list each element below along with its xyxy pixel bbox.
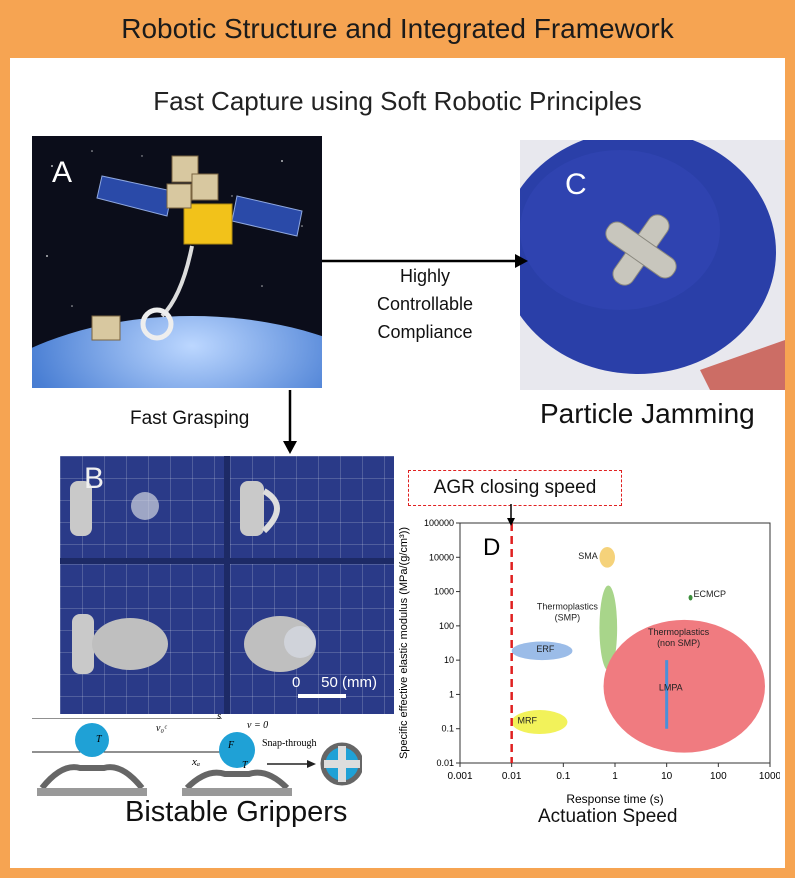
compliance-line-1: Highly	[399, 266, 451, 286]
figure-title: Robotic Structure and Integrated Framewo…	[121, 13, 674, 44]
scale-bar	[298, 694, 346, 698]
fast-grasping-label: Fast Grasping	[130, 408, 250, 429]
panel-b-label: B	[84, 462, 105, 495]
panel-c-caption: Particle Jamming	[540, 398, 755, 429]
figure-panel: Fast Capture using Soft Robotic Principl…	[10, 58, 785, 868]
x-tick-label: 1	[612, 771, 618, 782]
arrow-a-to-b-head	[283, 441, 297, 454]
x-tick-label: 10	[661, 771, 673, 782]
compliance-line-2: Controllable	[376, 294, 474, 314]
compliance-label: Highly Controllable Compliance	[350, 262, 500, 346]
x-tick-label: 0.01	[502, 771, 522, 782]
y-tick-label: 0.01	[436, 758, 454, 768]
grasp-frame-2	[230, 456, 394, 558]
y-axis-label: Specific effective elastic modulus (MPa/…	[398, 527, 410, 759]
x-tick-label: 0.1	[556, 771, 570, 782]
y-tick-label: 1000	[434, 587, 454, 597]
region-mrf	[511, 710, 568, 735]
region-label: Thermoplastics	[648, 627, 710, 637]
agr-closing-speed-label: AGR closing speed	[408, 470, 622, 506]
region-lmpa	[603, 619, 765, 753]
x-axis-label: Response time (s)	[566, 792, 663, 806]
grasp-frame-4	[230, 564, 394, 714]
y-tick-label: 10000	[429, 552, 454, 562]
label-s: s	[217, 710, 222, 722]
label-snap-through: Snap-through	[262, 738, 317, 749]
label-T-2: T	[242, 760, 248, 771]
y-tick-label: 0.1	[441, 724, 454, 734]
region-label: MRF	[517, 716, 537, 726]
region-label: Thermoplastics	[537, 601, 599, 611]
satellite-illustration	[32, 150, 322, 388]
panel-d-label: D	[483, 534, 500, 561]
y-tick-label: 100	[439, 621, 454, 631]
x-axis-ticks: 0.001 0.01 0.1 1 10 100 1000	[447, 763, 780, 782]
panel-c-jamming-image: C	[520, 140, 785, 390]
region-label: SMA	[578, 551, 598, 561]
region-erf	[511, 641, 573, 661]
panel-c-label: C	[565, 168, 587, 201]
region-thermoplastics-smp	[599, 585, 618, 671]
region-label: ERF	[536, 644, 555, 654]
compliance-line-3: Compliance	[377, 322, 473, 342]
label-T-1: T	[96, 734, 102, 745]
grasp-frame-1	[60, 456, 224, 558]
region-sma	[599, 546, 615, 568]
y-tick-label: 100000	[424, 518, 454, 528]
x-tick-label: 0.001	[447, 771, 472, 782]
bistable-caption: Bistable Grippers	[125, 796, 348, 828]
chart-regions: SMAThermoplastics(SMP)ERFMRFLMPAECMCPThe…	[511, 546, 765, 753]
label-v0: v₀ᶜ	[156, 723, 167, 734]
label-v-eq: v = 0	[247, 720, 269, 731]
bistable-gripper-schematic: s v₀ᶜ xₐ v = 0 F T T Snap-through	[22, 710, 364, 808]
panel-d-chart: SMAThermoplastics(SMP)ERFMRFLMPAECMCPThe…	[398, 518, 780, 806]
region-label: (non SMP)	[657, 638, 700, 648]
panel-a-satellite-image: A	[32, 136, 322, 388]
y-axis-ticks: 0.01 0.1 1 10 100 1000 10000 100000	[424, 518, 460, 768]
subtitle: Fast Capture using Soft Robotic Principl…	[153, 86, 642, 116]
region-label: LMPA	[659, 683, 683, 693]
region-label: (SMP)	[555, 612, 581, 622]
label-F: F	[228, 740, 235, 751]
label-xa: xₐ	[192, 756, 201, 768]
region-ecmcp	[688, 594, 693, 601]
bistable-diagram	[32, 717, 364, 796]
x-tick-label: 100	[710, 771, 727, 782]
scale-bar-label: 0 50 (mm)	[292, 674, 378, 691]
jamming-gripper-illustration	[520, 140, 785, 390]
panel-b-grasping-photos: B 0 50 (mm)	[60, 456, 394, 714]
panel-a-label: A	[52, 156, 73, 189]
grasp-frame-3	[60, 564, 224, 714]
panel-d-caption: Actuation Speed	[538, 806, 678, 827]
y-tick-label: 1	[449, 689, 454, 699]
x-tick-label: 1000	[759, 771, 780, 782]
y-tick-label: 10	[444, 655, 454, 665]
region-label: ECMCP	[693, 589, 726, 599]
